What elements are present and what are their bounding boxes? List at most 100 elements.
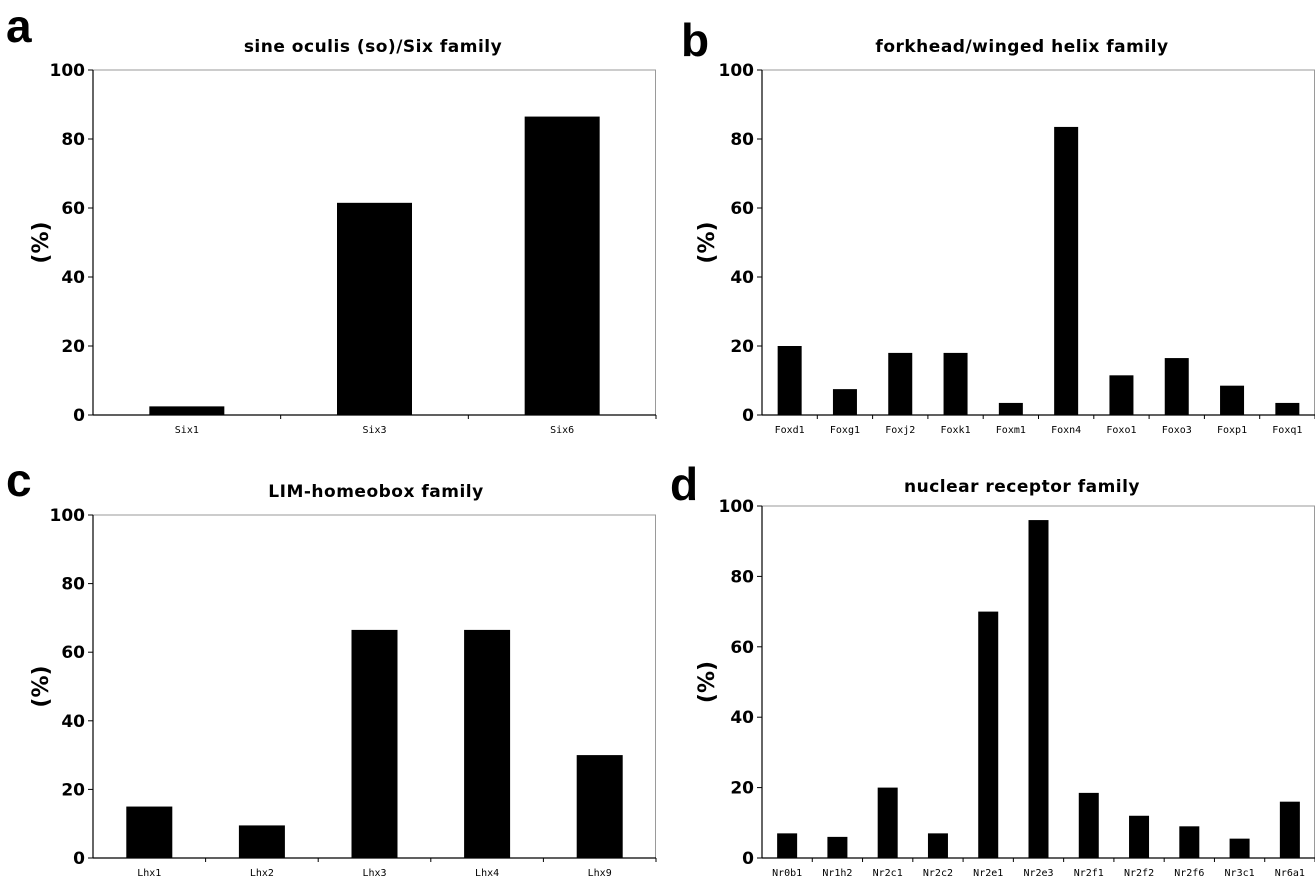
y-tick-label: 100 xyxy=(50,61,86,81)
panel-letter: d xyxy=(670,458,698,510)
chart-panel-a: a sine oculis (so)/Six family 0 20 40 60 80 100… xyxy=(6,0,657,436)
bar-six6 xyxy=(524,116,600,415)
x-tick-label: Foxj2 xyxy=(885,425,915,436)
bar-nr0b1 xyxy=(777,833,798,858)
y-tick-label: 20 xyxy=(730,337,754,357)
y-tick-label: 20 xyxy=(61,780,85,800)
bar-nr2e3 xyxy=(1028,520,1049,858)
panel-letter: b xyxy=(681,14,709,66)
x-tick-label: Nr3c1 xyxy=(1225,868,1255,878)
y-tick-label: 80 xyxy=(61,130,85,150)
bar-lhx1 xyxy=(126,806,173,858)
x-tick-label: Lhx1 xyxy=(137,868,161,878)
x-tick-label: Foxp1 xyxy=(1217,425,1247,436)
bar-lhx9 xyxy=(576,755,623,858)
bar-foxj2 xyxy=(888,352,913,415)
chart-title: nuclear receptor family xyxy=(904,477,1140,497)
x-tick-label: Foxd1 xyxy=(775,425,805,436)
plot-frame xyxy=(93,514,656,858)
bar-nr2f6 xyxy=(1179,826,1200,858)
y-tick-label: 0 xyxy=(742,406,754,426)
bar-foxm1 xyxy=(998,402,1023,415)
bar-nr2c1 xyxy=(877,787,898,858)
x-tick-label: Six6 xyxy=(550,425,574,436)
bar-six3 xyxy=(337,202,412,415)
x-tick-label: Foxq1 xyxy=(1272,425,1302,436)
bar-lhx3 xyxy=(351,629,398,858)
x-tick-label: Lhx3 xyxy=(362,868,386,878)
x-tick-label: Nr0b1 xyxy=(772,868,802,878)
bar-foxo3 xyxy=(1164,358,1189,415)
x-tick-label: Nr2f2 xyxy=(1124,868,1154,878)
bar-lhx4 xyxy=(464,629,511,858)
bar-nr3c1 xyxy=(1229,838,1250,858)
bar-foxn4 xyxy=(1054,126,1079,416)
y-axis-label: (%) xyxy=(29,665,54,707)
chart-panel-b: b forkhead/winged helix family 0 20 40 60 80 10… xyxy=(681,14,1315,436)
plot-frame xyxy=(762,69,1315,415)
bar-foxp1 xyxy=(1220,385,1245,415)
bar-nr6a1 xyxy=(1279,801,1300,858)
bar-foxq1 xyxy=(1275,402,1300,415)
chart-panel-d: d nuclear receptor family 0 20 40 60 80 100 (%) N… xyxy=(670,458,1315,878)
y-tick-label: 0 xyxy=(73,849,85,869)
chart-title: forkhead/winged helix family xyxy=(875,37,1168,57)
y-tick-label: 100 xyxy=(719,497,755,517)
x-tick-label: Nr1h2 xyxy=(822,868,852,878)
panel-letter: c xyxy=(6,454,32,506)
bar-nr2f1 xyxy=(1078,792,1099,858)
bar-nr2e1 xyxy=(978,611,999,858)
x-tick-label: Six1 xyxy=(175,425,199,436)
x-tick-label: Foxo3 xyxy=(1162,425,1192,436)
x-tick-label: Foxn4 xyxy=(1051,425,1081,436)
bar-lhx2 xyxy=(238,825,285,858)
y-tick-label: 0 xyxy=(742,849,754,869)
x-tick-label: Nr2c2 xyxy=(923,868,953,878)
y-tick-label: 60 xyxy=(730,199,754,219)
y-tick-label: 40 xyxy=(61,268,85,288)
bar-six1 xyxy=(149,406,225,415)
y-axis-label: (%) xyxy=(695,661,720,703)
bar-nr1h2 xyxy=(827,836,848,858)
y-tick-label: 40 xyxy=(730,268,754,288)
x-tick-label: Six3 xyxy=(362,425,386,436)
bar-foxk1 xyxy=(943,352,968,415)
y-axis-label: (%) xyxy=(29,221,54,263)
y-tick-label: 0 xyxy=(73,406,85,426)
plot-frame xyxy=(93,69,656,415)
chart-title: LIM-homeobox family xyxy=(268,482,483,502)
y-tick-label: 80 xyxy=(61,575,85,595)
y-tick-label: 80 xyxy=(730,130,754,150)
bar-foxg1 xyxy=(832,389,857,415)
x-tick-label: Nr2f6 xyxy=(1174,868,1204,878)
chart-title: sine oculis (so)/Six family xyxy=(244,37,502,57)
x-tick-label: Nr2e3 xyxy=(1023,868,1053,878)
x-tick-label: Nr2c1 xyxy=(873,868,903,878)
chart-panel-c: c LIM-homeobox family 0 20 40 60 80 100 (%) Lhx1 L… xyxy=(6,454,657,878)
bar-foxo1 xyxy=(1109,375,1134,415)
x-tick-label: Lhx4 xyxy=(475,868,499,878)
x-tick-label: Foxk1 xyxy=(940,425,970,436)
x-tick-label: Foxg1 xyxy=(830,425,860,436)
y-tick-label: 40 xyxy=(730,708,754,728)
y-tick-label: 100 xyxy=(719,61,755,81)
panel-letter: a xyxy=(6,0,32,52)
bar-nr2f2 xyxy=(1129,815,1150,858)
bar-foxd1 xyxy=(777,346,802,415)
y-tick-label: 40 xyxy=(61,712,85,732)
y-tick-label: 20 xyxy=(61,337,85,357)
y-tick-label: 80 xyxy=(730,567,754,587)
x-tick-label: Nr2f1 xyxy=(1074,868,1104,878)
y-axis-label: (%) xyxy=(695,221,720,263)
y-tick-label: 20 xyxy=(730,779,754,799)
y-tick-label: 60 xyxy=(730,638,754,658)
x-tick-label: Foxm1 xyxy=(996,425,1026,436)
x-tick-label: Lhx9 xyxy=(588,868,612,878)
x-tick-label: Nr2e1 xyxy=(973,868,1003,878)
y-tick-label: 100 xyxy=(50,506,86,526)
x-tick-label: Foxo1 xyxy=(1106,425,1136,436)
bar-nr2c2 xyxy=(927,833,948,858)
x-tick-label: Lhx2 xyxy=(250,868,274,878)
y-tick-label: 60 xyxy=(61,199,85,219)
